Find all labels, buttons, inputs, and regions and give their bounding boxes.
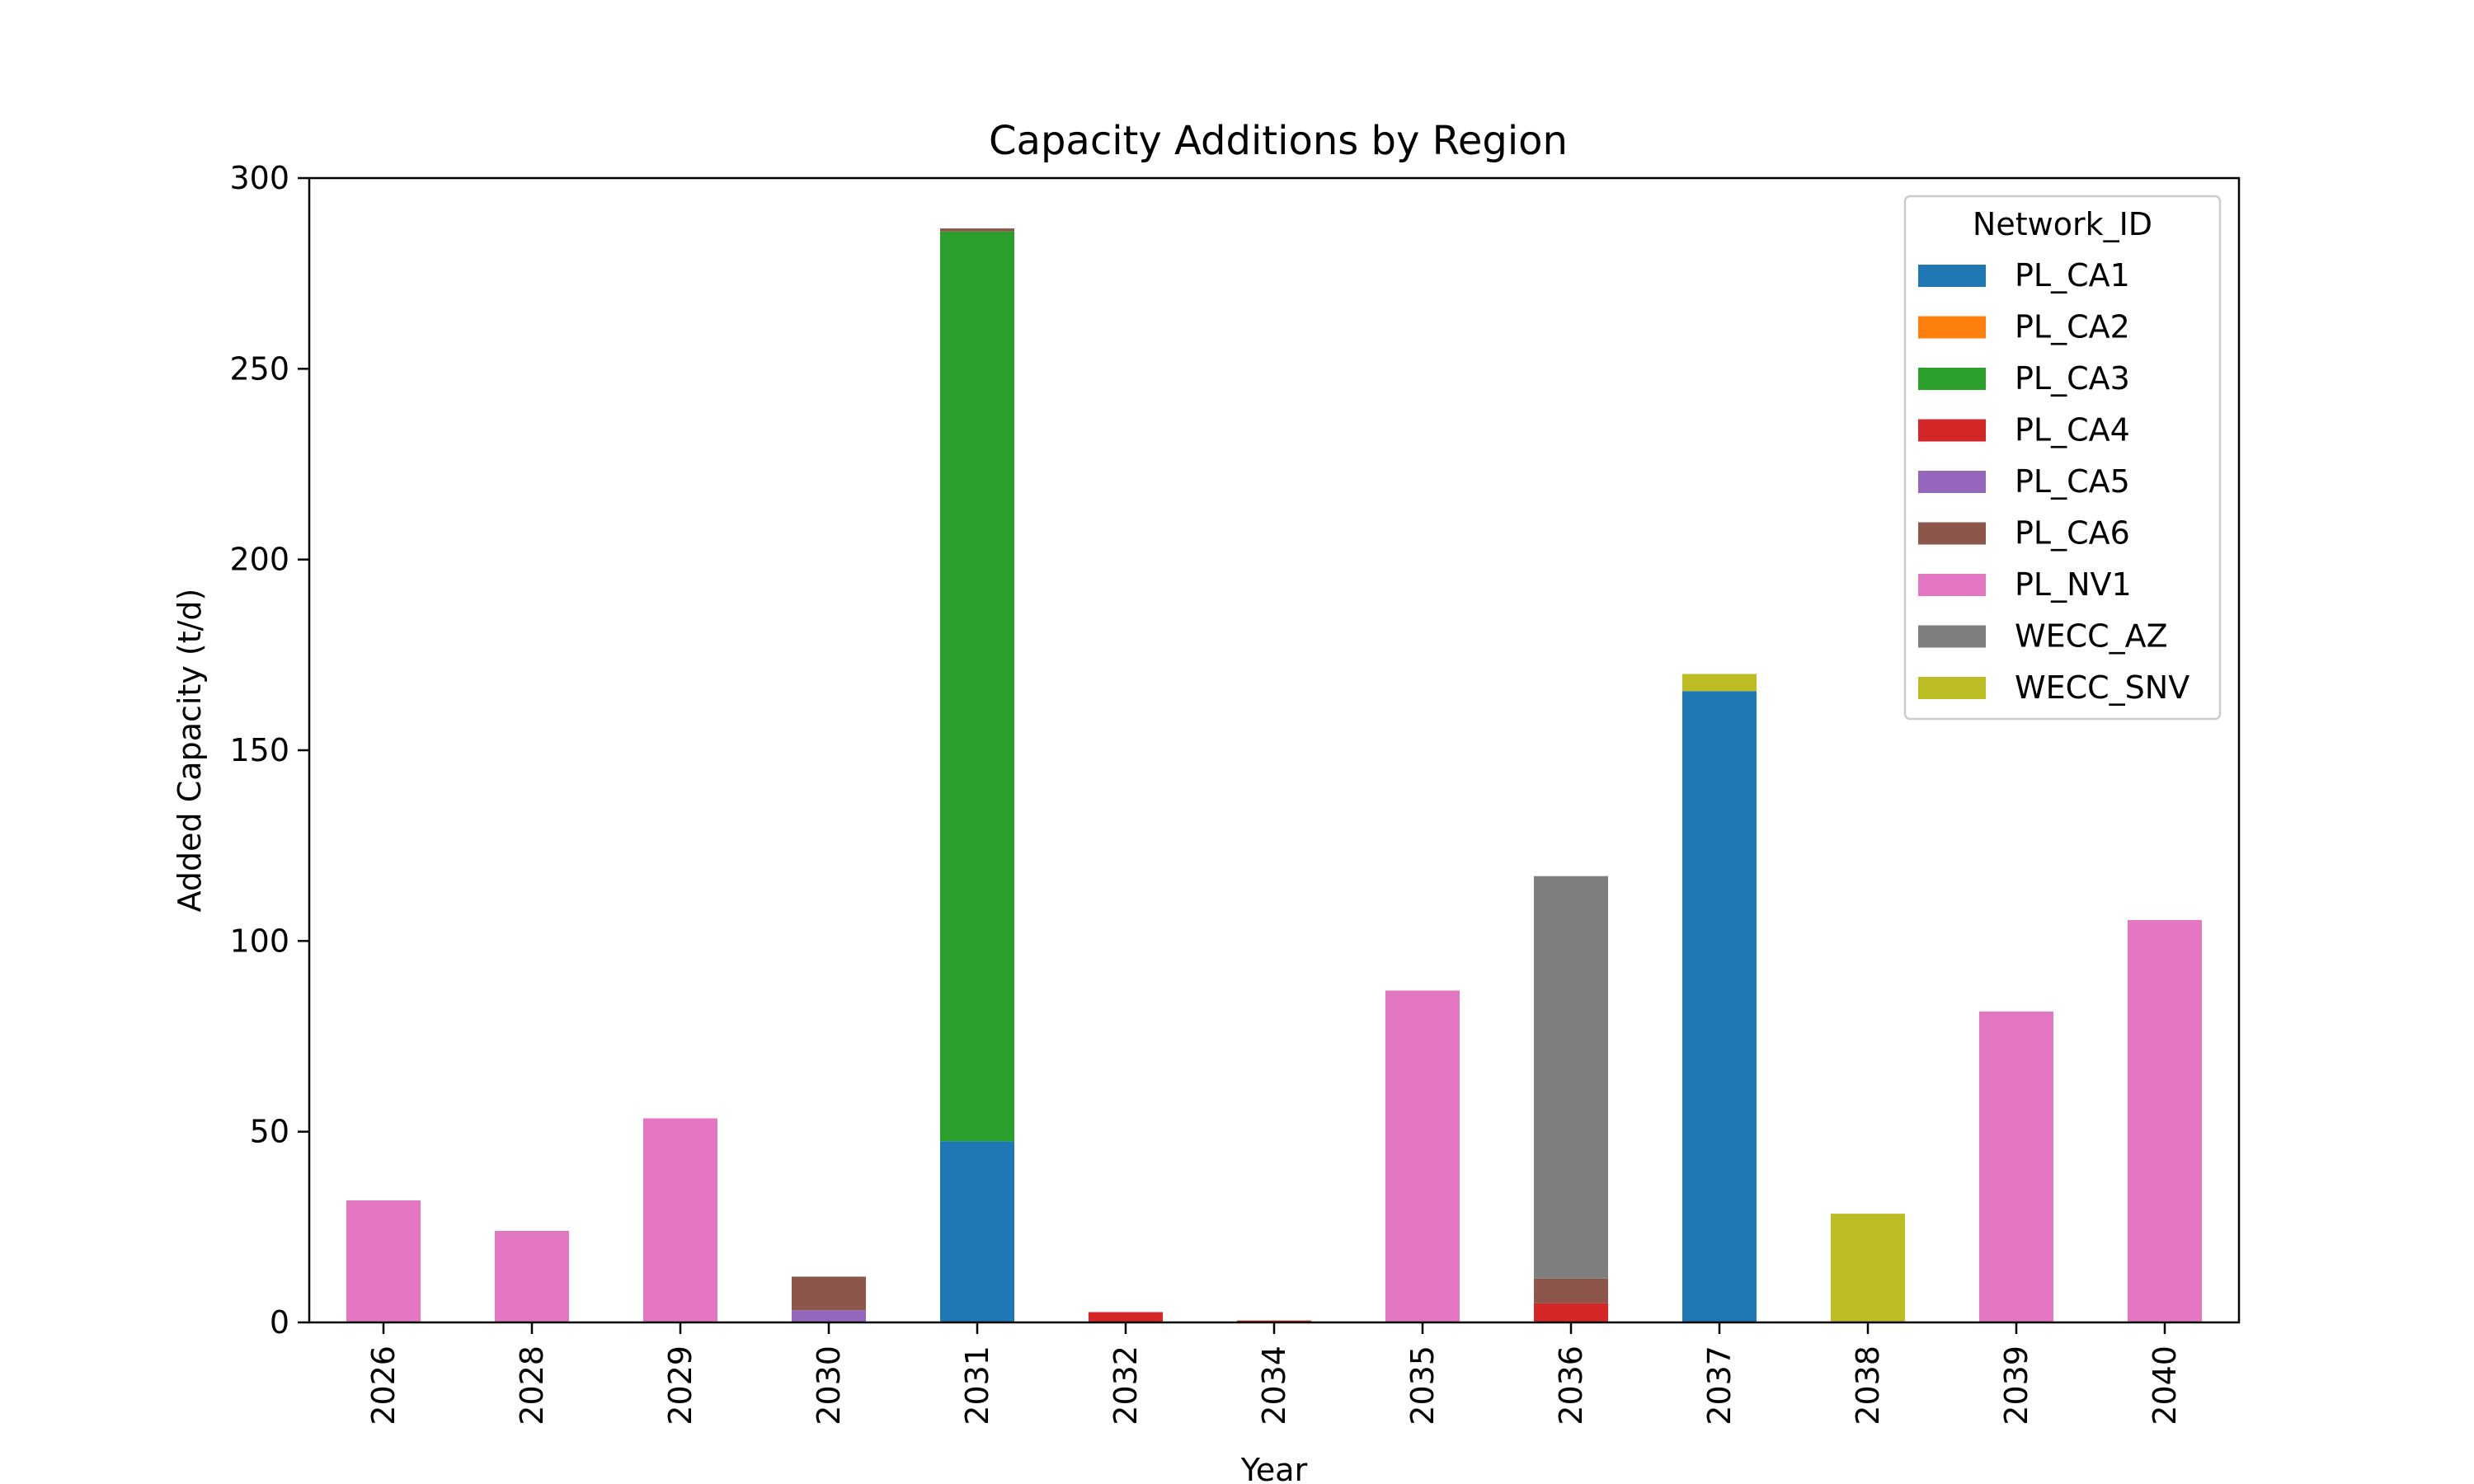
bar-pl-ca1-2037 (1682, 691, 1757, 1322)
x-tick-label: 2026 (365, 1345, 402, 1425)
bar-pl-nv1-2035 (1385, 990, 1460, 1322)
bar-wecc-az-2036 (1534, 876, 1608, 1279)
x-tick-label: 2038 (1850, 1345, 1886, 1425)
legend-entry-label: WECC_SNV (2015, 669, 2189, 706)
bars-group (346, 228, 2202, 1322)
x-tick-label: 2035 (1404, 1345, 1441, 1425)
bar-pl-ca4-2036 (1534, 1303, 1608, 1322)
legend-entry-label: PL_CA5 (2015, 463, 2130, 500)
x-axis: 2026 2028 2029 2030 2031 2032 2034 2035 2036 2037… (365, 1322, 2183, 1425)
plot-frame (308, 176, 2241, 1324)
bar-wecc-snv-2037 (1682, 674, 1757, 692)
x-tick-label: 2029 (662, 1345, 698, 1425)
bar-pl-ca3-2031 (940, 231, 1014, 1142)
y-tick-label: 50 (250, 1114, 289, 1150)
y-tick-label: 200 (229, 542, 289, 578)
bar-pl-ca6-2031 (940, 228, 1014, 232)
legend-swatch (1918, 625, 1986, 648)
x-tick-label: 2036 (1553, 1345, 1589, 1425)
bar-pl-ca6-2036 (1534, 1278, 1608, 1303)
legend-title: Network_ID (1973, 206, 2152, 242)
bar-pl-nv1-2028 (495, 1230, 569, 1322)
x-tick-label: 2037 (1701, 1345, 1738, 1425)
y-axis: 0 50 100 150 200 250 300 (229, 160, 309, 1341)
legend-swatch (1918, 368, 1986, 390)
legend-swatch (1918, 522, 1986, 545)
bar-pl-ca1-2031 (940, 1141, 1014, 1322)
bar-pl-nv1-2040 (2128, 919, 2202, 1322)
legend-entry-label: PL_NV1 (2015, 566, 2132, 603)
bar-pl-nv1-2029 (643, 1118, 717, 1322)
legend-swatch (1918, 471, 1986, 493)
legend-entry-label: PL_CA4 (2015, 412, 2130, 448)
y-tick-label: 300 (229, 160, 289, 196)
x-tick-label: 2031 (959, 1345, 995, 1425)
bar-pl-ca5-2030 (792, 1310, 866, 1322)
legend-swatch (1918, 419, 1986, 442)
x-tick-label: 2034 (1256, 1345, 1292, 1425)
bar-pl-nv1-2026 (346, 1200, 421, 1322)
y-tick-label: 250 (229, 350, 289, 387)
y-tick-label: 100 (229, 923, 289, 959)
x-tick-label: 2028 (514, 1345, 550, 1425)
x-tick-label: 2032 (1108, 1345, 1144, 1425)
legend-entry-label: PL_CA6 (2015, 515, 2130, 552)
legend-swatch (1918, 574, 1986, 596)
legend: Network_ID PL_CA1 PL_CA2 PL_CA3 PL_CA4 PL_CA… (1903, 195, 2222, 721)
chart-title: Capacity Additions by Region (989, 118, 1568, 164)
x-axis-label: Year (1240, 1452, 1308, 1484)
bar-wecc-snv-2038 (1831, 1214, 1905, 1322)
x-tick-label: 2040 (2147, 1345, 2183, 1425)
legend-entry-label: WECC_AZ (2015, 618, 2168, 655)
legend-entry-label: PL_CA2 (2015, 309, 2130, 345)
bar-pl-ca4-2032 (1089, 1312, 1163, 1322)
y-tick-label: 0 (270, 1304, 289, 1341)
y-tick-label: 150 (229, 732, 289, 768)
legend-entry-label: PL_CA1 (2015, 257, 2130, 294)
legend-swatch (1918, 316, 1986, 339)
legend-entry-label: PL_CA3 (2015, 360, 2130, 397)
legend-swatch (1918, 265, 1986, 287)
x-tick-label: 2030 (811, 1345, 847, 1425)
bar-pl-ca6-2030 (792, 1276, 866, 1311)
x-tick-label: 2039 (1998, 1345, 2034, 1425)
bar-pl-nv1-2039 (1979, 1011, 2053, 1322)
y-axis-label: Added Capacity (t/d) (172, 589, 208, 913)
legend-swatch (1918, 677, 1986, 699)
